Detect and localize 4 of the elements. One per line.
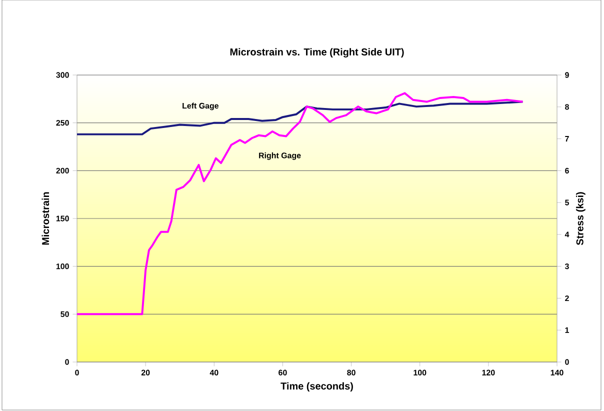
chart-title: Microstrain vs. Time (Right Side UIT) xyxy=(230,48,404,58)
x-axis-title: Time (seconds) xyxy=(280,382,353,392)
y2-axis-title: Stress (ksi) xyxy=(576,192,586,246)
y-axis-title: Microstrain xyxy=(42,192,50,245)
